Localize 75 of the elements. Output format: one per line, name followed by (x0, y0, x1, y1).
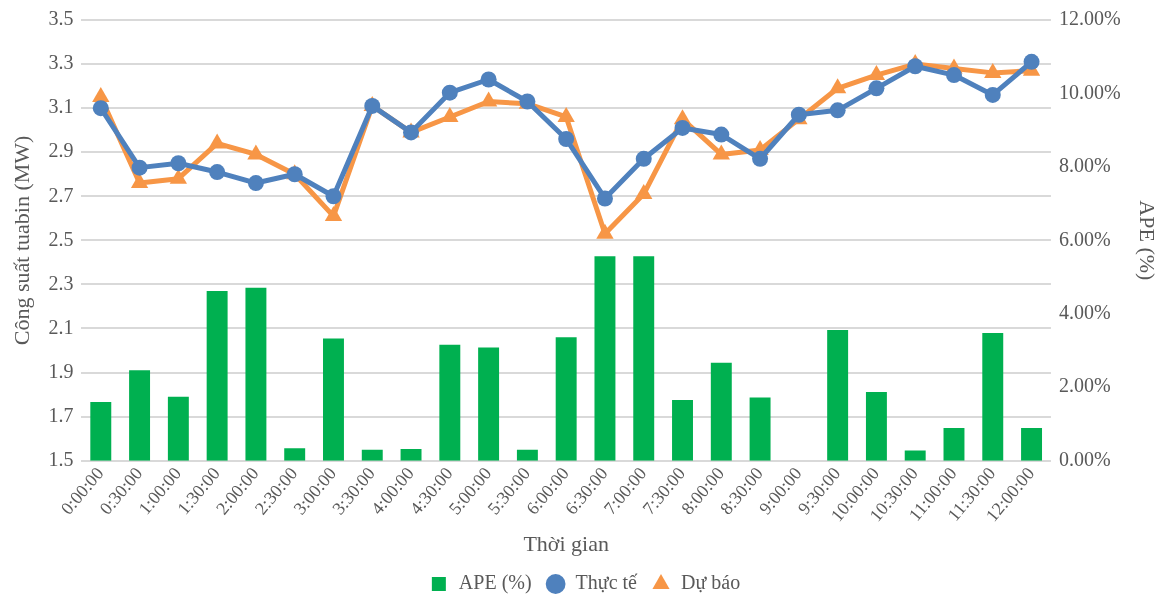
point (92, 100, 109, 117)
bar (167, 396, 189, 461)
point (131, 159, 148, 176)
point (170, 155, 187, 172)
y2-tick-label: 12.00% (1058, 7, 1121, 30)
point (324, 206, 343, 222)
point (480, 71, 497, 88)
point (130, 173, 149, 189)
y2-tick-label: 0.00% (1058, 447, 1111, 470)
bar (827, 329, 849, 461)
y2-tick-label: 8.00% (1058, 154, 1111, 177)
point (209, 164, 226, 181)
point (596, 190, 613, 207)
bar (672, 400, 693, 461)
y2-tick-label: 2.00% (1058, 374, 1111, 397)
y-tick-label: 1.9 (48, 359, 74, 382)
bar (323, 338, 344, 461)
y-tick-label: 2.7 (48, 183, 74, 206)
bar (633, 256, 655, 461)
y-tick-label: 1.5 (48, 447, 74, 470)
y-tick-label: 3.1 (48, 95, 74, 118)
bar (361, 449, 383, 461)
bar (129, 370, 151, 461)
y-tick-label: 2.9 (48, 139, 74, 162)
y-tick-label: 2.3 (48, 271, 74, 294)
point (635, 150, 652, 167)
point (712, 144, 730, 160)
point (907, 58, 924, 75)
point (829, 102, 846, 119)
y-axis-title: Công suất tuabin (MW) (8, 135, 34, 346)
point (596, 223, 614, 239)
bar (904, 450, 926, 461)
point (247, 175, 264, 192)
bar (90, 401, 112, 461)
bar (749, 397, 771, 461)
bar (284, 448, 306, 461)
bar (555, 337, 577, 461)
point (441, 84, 458, 101)
y-tick-label: 3.3 (48, 51, 74, 74)
bar (943, 428, 965, 461)
legend-label: Thực tế (575, 571, 639, 594)
point (828, 78, 847, 94)
bar (206, 291, 228, 461)
point (325, 188, 342, 205)
y-tick-label: 2.5 (48, 227, 74, 250)
bar (1021, 428, 1043, 461)
y-tick-label: 2.1 (48, 315, 74, 338)
point (868, 80, 885, 97)
point (945, 67, 962, 84)
point (558, 130, 575, 147)
bar (710, 362, 732, 461)
point (984, 86, 1001, 103)
y2-axis-title: APE (%) (1135, 200, 1161, 281)
legend-label: APE (%) (458, 571, 532, 595)
x-axis-title: Thời gian (523, 530, 609, 556)
point (674, 119, 691, 136)
point (752, 150, 769, 167)
bar (982, 332, 1004, 461)
bar (865, 392, 887, 461)
bar (439, 344, 461, 461)
bar (478, 347, 500, 461)
y2-tick-label: 4.00% (1058, 301, 1111, 324)
bar (516, 449, 538, 461)
point (1023, 53, 1040, 70)
legend-label: Dự báo (680, 571, 741, 594)
y-tick-label: 3.5 (48, 7, 74, 30)
y2-tick-label: 10.00% (1058, 80, 1121, 103)
y2-tick-label: 6.00% (1058, 227, 1111, 250)
point (208, 133, 226, 149)
point (635, 184, 653, 200)
y-tick-label: 1.7 (48, 403, 74, 426)
point (713, 126, 730, 143)
bar (245, 287, 267, 461)
bar (400, 448, 422, 461)
bar (594, 256, 616, 461)
